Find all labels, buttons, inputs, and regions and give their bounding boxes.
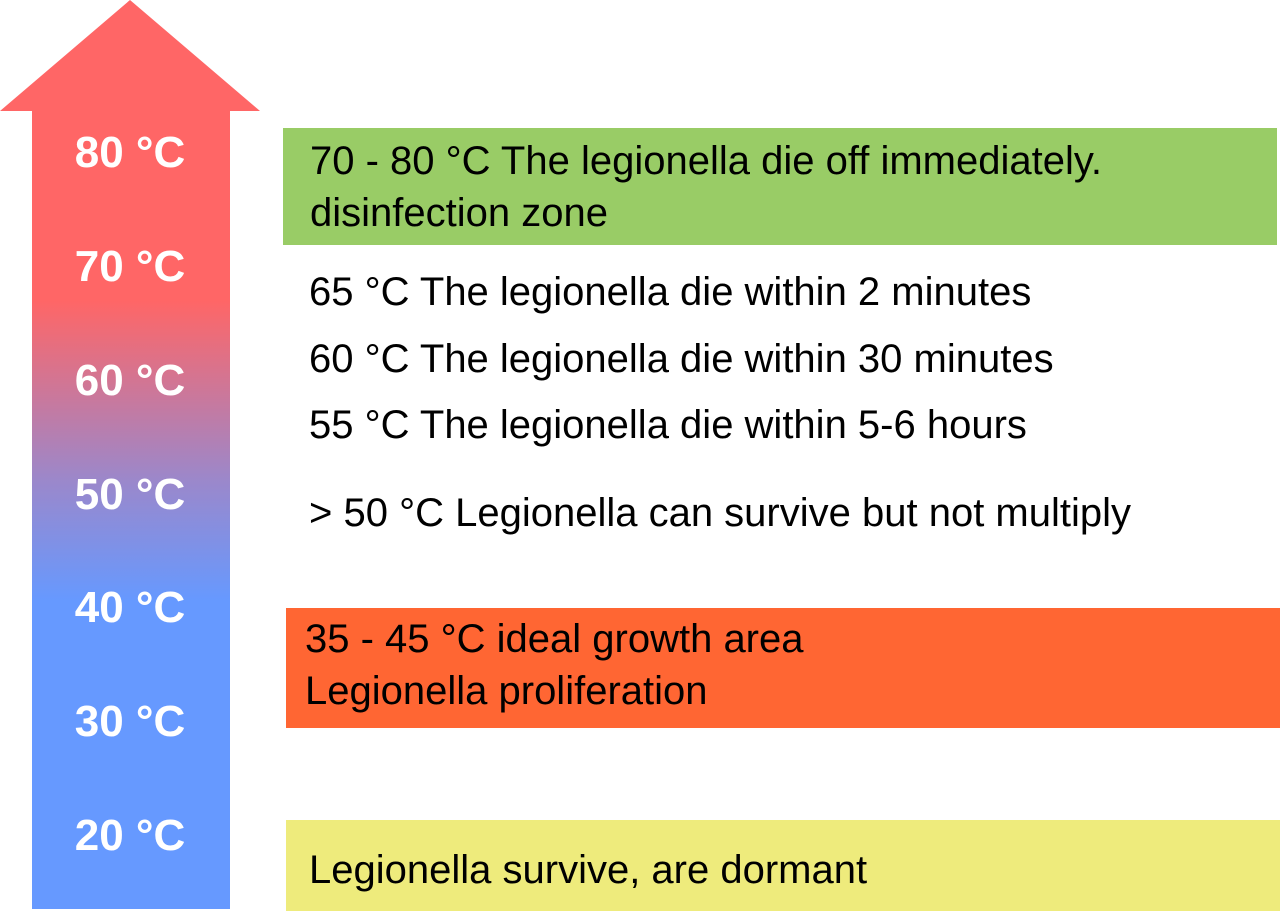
disinfection-zone-line2: disinfection zone — [310, 191, 608, 235]
temp-label-60: 60 °C — [74, 356, 186, 405]
arrow-shape — [0, 0, 260, 909]
temp-label-50: 50 °C — [74, 470, 186, 519]
fact-65c: 65 °C The legionella die within 2 minute… — [309, 270, 1032, 314]
growth-zone-line2: Legionella proliferation — [305, 669, 708, 713]
dormant-zone-line1: Legionella survive, are dormant — [309, 848, 868, 892]
dormant-zone-box: Legionella survive, are dormant — [286, 820, 1280, 911]
temp-label-70: 70 °C — [74, 242, 186, 291]
disinfection-zone-box: 70 - 80 °C The legionella die off immedi… — [283, 128, 1277, 245]
disinfection-zone-line1: 70 - 80 °C The legionella die off immedi… — [310, 139, 1102, 183]
temp-label-40: 40 °C — [74, 583, 186, 632]
temperature-arrow — [0, 0, 260, 909]
fact-55c: 55 °C The legionella die within 5-6 hour… — [309, 403, 1027, 447]
temp-label-80: 80 °C — [74, 128, 186, 177]
fact-60c: 60 °C The legionella die within 30 minut… — [309, 337, 1054, 381]
fact-50c: > 50 °C Legionella can survive but not m… — [309, 491, 1132, 535]
temp-label-30: 30 °C — [74, 697, 186, 746]
growth-zone-box: 35 - 45 °C ideal growth area Legionella … — [286, 608, 1280, 728]
growth-zone-line1: 35 - 45 °C ideal growth area — [305, 617, 804, 661]
temp-label-20: 20 °C — [74, 811, 186, 860]
